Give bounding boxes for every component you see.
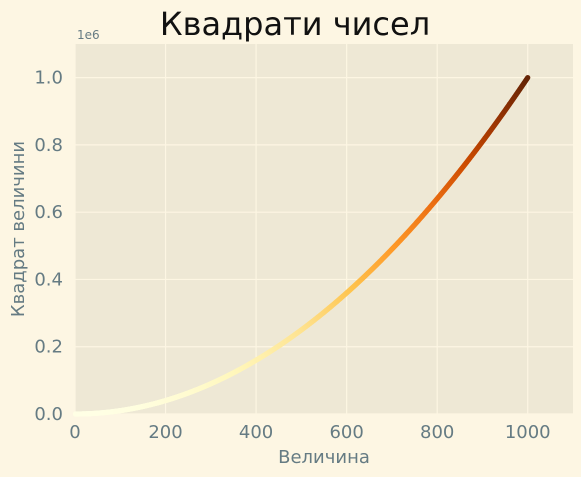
x-tick-label: 800 <box>420 422 454 443</box>
y-axis-ticks: 0.0 0.2 0.4 0.6 0.8 1.0 <box>34 68 63 425</box>
data-points <box>72 75 531 417</box>
x-tick-label: 600 <box>329 422 363 443</box>
x-axis-ticks: 0 200 400 600 800 1000 <box>69 422 550 443</box>
y-tick-label: 1.0 <box>34 68 63 89</box>
chart-title: Квадрати чисел <box>160 5 430 43</box>
y-tick-label: 0.2 <box>34 337 63 358</box>
y-tick-label: 0.6 <box>34 202 63 223</box>
y-axis-offset-text: 1e6 <box>77 28 100 42</box>
grid-lines <box>74 44 573 415</box>
x-tick-label: 400 <box>239 422 273 443</box>
x-axis-label: Величина <box>278 447 370 468</box>
y-axis-label: Квадрат величини <box>8 141 29 317</box>
data-point <box>525 75 531 81</box>
y-tick-label: 0.4 <box>34 269 63 290</box>
x-tick-label: 200 <box>148 422 182 443</box>
plot-background <box>75 44 573 414</box>
x-tick-label: 0 <box>69 422 80 443</box>
y-tick-label: 0.8 <box>34 135 63 156</box>
x-tick-label: 1000 <box>505 422 551 443</box>
y-tick-label: 0.0 <box>34 404 63 425</box>
